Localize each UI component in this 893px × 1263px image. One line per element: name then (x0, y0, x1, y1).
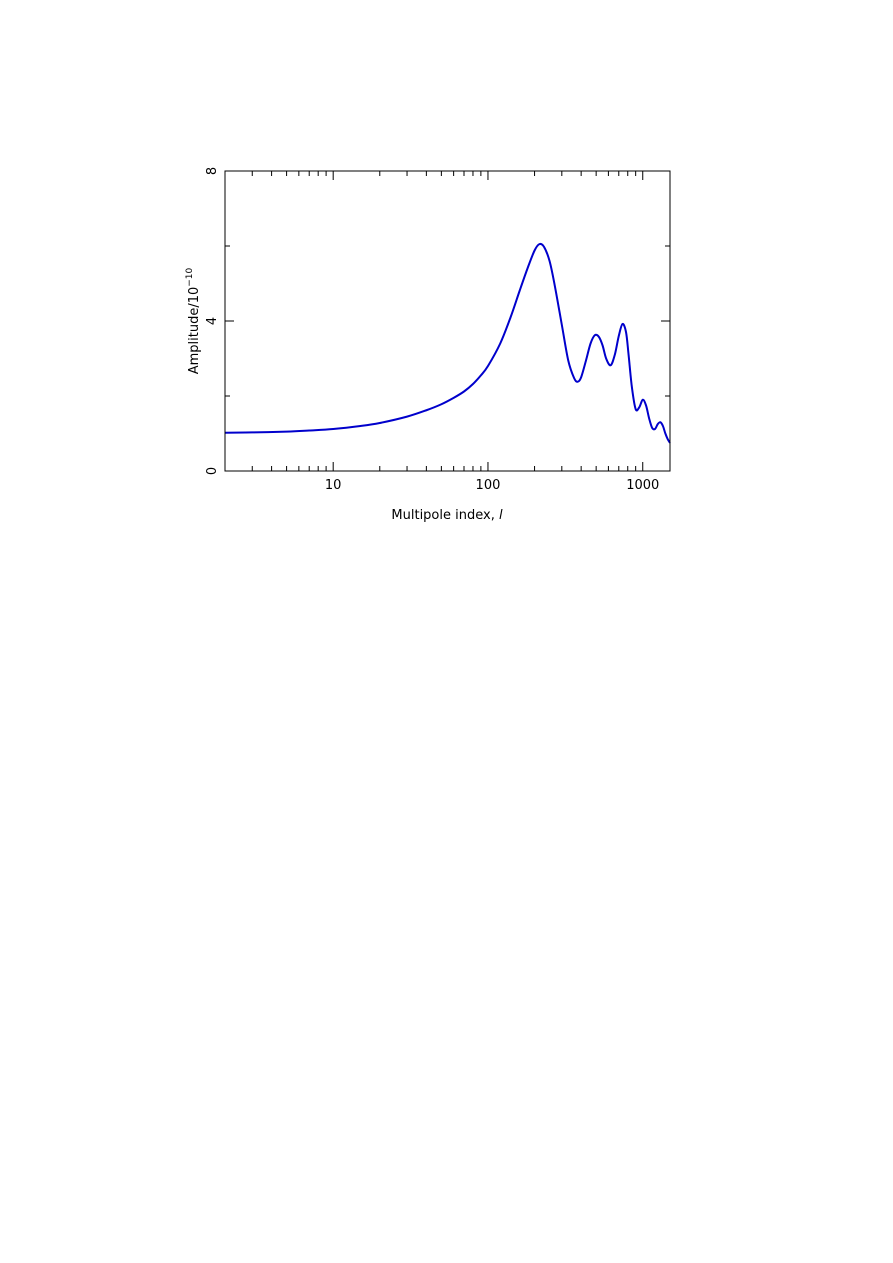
plot-frame (224, 170, 671, 472)
y-axis-label: Amplitude/10−10 (185, 267, 202, 374)
y-tick-label: 0 (205, 467, 220, 475)
x-tick-label: 100 (476, 478, 501, 493)
axis-tick-labels: 10 100 1000 0 4 8 (205, 167, 659, 493)
x-tick-label: 1000 (626, 478, 659, 493)
y-tick-label: 8 (205, 167, 220, 175)
series-line (224, 242, 671, 444)
x-axis-label: Multipole index, l (391, 508, 503, 523)
x-tick-label: 10 (325, 478, 342, 493)
y-tick-label: 4 (205, 317, 220, 325)
axis-ticks (224, 170, 670, 472)
